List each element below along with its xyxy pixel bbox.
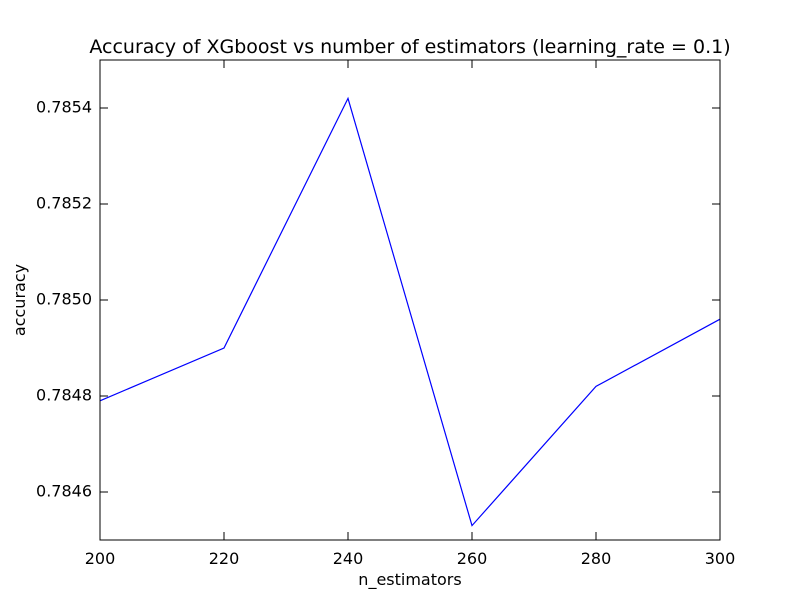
chart-title: Accuracy of XGboost vs number of estimat… [89,36,730,58]
y-tick-label: 0.7852 [36,194,92,213]
y-tick-label: 0.7848 [36,386,92,405]
x-tick-label: 300 [705,549,736,568]
plot-frame [99,59,721,541]
x-axis-label: n_estimators [358,570,461,590]
axis-ticks [99,60,721,540]
y-tick-label: 0.7854 [36,98,92,117]
series-layer [99,96,721,527]
x-tick-label: 240 [333,549,364,568]
x-tick-label: 260 [457,549,488,568]
series-line [99,96,721,527]
y-tick-label: 0.7850 [36,290,92,309]
y-tick-label: 0.7846 [36,482,92,501]
axis-tick-labels: 200 220 240 260 280 300 0.7846 0.7848 0.7850 0.78… [36,98,735,569]
y-axis-label: accuracy [10,264,29,336]
x-tick-label: 280 [581,549,612,568]
x-tick-label: 220 [209,549,240,568]
x-tick-label: 200 [85,549,116,568]
